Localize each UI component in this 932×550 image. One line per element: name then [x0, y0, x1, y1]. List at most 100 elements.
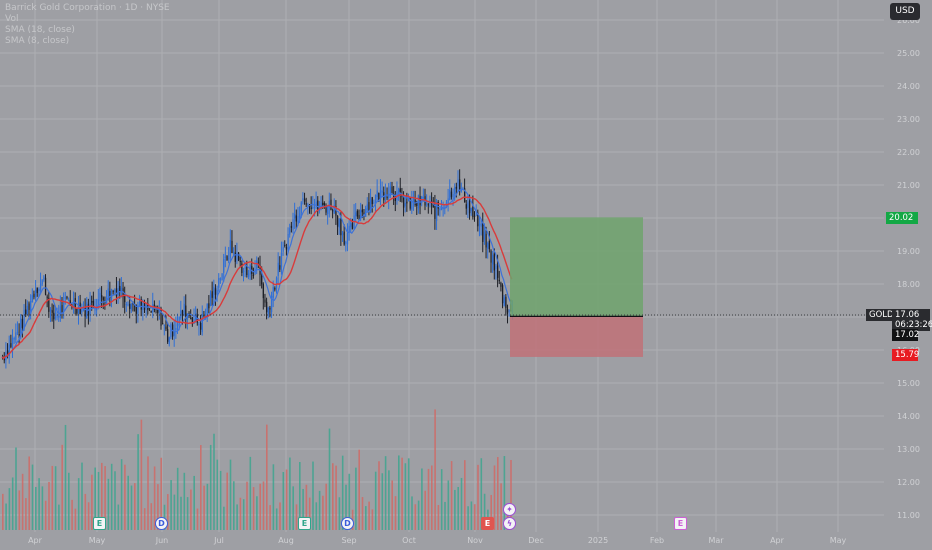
candle-body — [376, 190, 378, 198]
candle-body — [234, 252, 236, 262]
volume-bar — [411, 496, 413, 530]
dividend-icon[interactable]: D — [155, 517, 168, 530]
volume-bar — [483, 493, 486, 530]
candle-body — [168, 337, 170, 345]
candle-body — [467, 202, 469, 208]
candle-body — [203, 314, 205, 316]
candle-body — [434, 205, 436, 219]
volume-bar — [94, 467, 96, 530]
candle-body — [236, 252, 238, 261]
candle-body — [125, 304, 128, 306]
price-axis-label: 19.00 — [897, 247, 920, 256]
candle-body — [495, 265, 497, 269]
candle-body — [465, 204, 467, 209]
volume-indicator-label[interactable]: Vol — [5, 14, 19, 24]
earnings-icon[interactable]: E — [481, 517, 494, 530]
volume-bar — [91, 474, 93, 530]
sma-long-label[interactable]: SMA (18, close) — [5, 25, 75, 35]
volume-bar — [384, 456, 387, 530]
candle-body — [229, 240, 231, 258]
volume-bar — [130, 485, 133, 530]
candle-body — [112, 291, 114, 293]
candle-body — [280, 252, 283, 268]
candle-body — [3, 358, 5, 361]
candle-body — [16, 331, 19, 333]
candle-body — [242, 270, 245, 272]
candle-body — [76, 309, 78, 314]
candle-body — [53, 312, 55, 320]
volume-bar — [223, 506, 225, 530]
volume-bar — [404, 463, 407, 530]
earnings-icon[interactable]: E — [674, 517, 687, 530]
candle-body — [333, 205, 335, 214]
candle-body — [426, 203, 428, 205]
candle-body — [233, 252, 235, 254]
candle-body — [493, 253, 495, 271]
volume-bar — [322, 495, 324, 530]
volume-bar — [31, 464, 34, 530]
volume-bar — [490, 494, 492, 530]
volume-bar — [497, 457, 499, 530]
candle-body — [160, 308, 162, 326]
candle-body — [211, 291, 213, 298]
ideas-icon[interactable]: ✦ — [503, 503, 516, 516]
volume-bar — [450, 461, 453, 530]
candle-body — [369, 199, 372, 213]
candle-body — [175, 328, 177, 331]
candle-body — [39, 283, 42, 291]
candle-body — [338, 219, 340, 228]
candle-body — [178, 316, 180, 325]
sma-short-label[interactable]: SMA (8, close) — [5, 36, 70, 46]
earnings-icon[interactable]: E — [298, 517, 311, 530]
volume-bar — [259, 483, 261, 530]
candle-body — [297, 215, 299, 223]
volume-bar — [444, 501, 446, 530]
candle-body — [18, 334, 20, 336]
symbol-title[interactable]: Barrick Gold Corporation · 1D · NYSE — [5, 3, 170, 13]
candle-body — [358, 215, 360, 219]
candle-body — [363, 212, 365, 215]
volume-bar — [21, 473, 24, 530]
earnings-icon[interactable]: E — [93, 517, 106, 530]
candle-body — [109, 290, 111, 298]
candle-body — [120, 287, 123, 292]
candle-body — [327, 207, 329, 214]
candle-body — [315, 201, 317, 207]
candle-body — [373, 202, 375, 204]
candle-body — [422, 197, 425, 199]
candle-body — [190, 318, 192, 320]
candle-body — [114, 289, 116, 293]
volume-bar — [312, 461, 314, 530]
candle-body — [398, 189, 400, 193]
candle-body — [409, 198, 411, 209]
volume-bar — [213, 433, 215, 530]
volume-bar — [262, 481, 265, 530]
volume-bar — [275, 508, 278, 530]
candle-body — [439, 208, 441, 211]
candle-body — [176, 324, 179, 326]
candle-body — [26, 305, 29, 316]
volume-bar — [25, 498, 27, 530]
currency-button[interactable]: USD — [890, 3, 920, 20]
candle-body — [30, 301, 32, 312]
candle-body — [498, 279, 500, 282]
volume-bar — [15, 447, 17, 530]
candle-body — [505, 296, 507, 309]
candle-body — [157, 308, 159, 314]
candle-body — [411, 200, 413, 210]
time-axis-label: Apr — [770, 536, 785, 545]
volume-bar — [77, 478, 80, 530]
candle-body — [351, 223, 354, 230]
candle-body — [41, 280, 43, 285]
price-axis-label: 13.00 — [897, 445, 920, 454]
volume-bar — [242, 499, 245, 530]
flash-icon[interactable]: ϟ — [503, 517, 516, 530]
loss-zone — [510, 316, 643, 357]
volume-bar — [299, 462, 301, 530]
volume-bar — [391, 480, 393, 530]
candle-body — [97, 299, 99, 307]
dividend-icon[interactable]: D — [341, 517, 354, 530]
price-axis-label: 25.00 — [897, 49, 920, 58]
